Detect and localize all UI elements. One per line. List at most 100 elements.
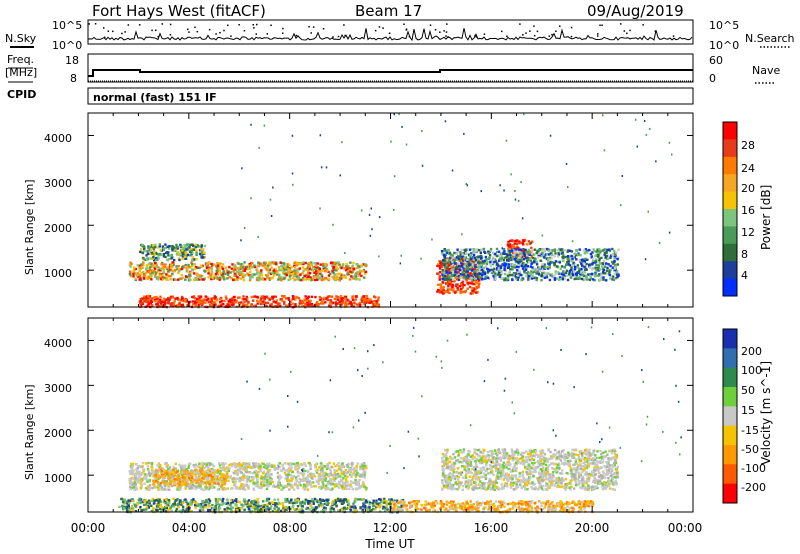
heatmap-cell bbox=[196, 297, 199, 301]
heatmap-cell bbox=[199, 467, 203, 470]
heatmap-cell bbox=[134, 475, 138, 478]
heatmap-cell bbox=[278, 273, 281, 276]
noise-search-dot bbox=[230, 35, 232, 37]
heatmap-cell bbox=[658, 241, 661, 244]
heatmap-cell bbox=[347, 265, 350, 268]
heatmap-cell bbox=[369, 298, 372, 301]
heatmap-cell bbox=[171, 296, 175, 299]
heatmap-cell bbox=[225, 476, 228, 480]
heatmap-cell bbox=[198, 466, 201, 469]
heatmap-cell bbox=[234, 472, 238, 475]
noise-search-dot bbox=[281, 32, 284, 35]
noise-search-dot bbox=[238, 23, 240, 26]
heatmap-cell bbox=[486, 270, 490, 273]
heatmap-cell bbox=[162, 263, 165, 266]
heatmap-cell bbox=[309, 467, 312, 470]
heatmap-cell bbox=[265, 276, 269, 280]
heatmap-cell bbox=[164, 302, 167, 305]
heatmap-cell bbox=[354, 480, 357, 483]
heatmap-cell bbox=[544, 272, 547, 275]
heatmap-cell bbox=[157, 246, 160, 249]
heatmap-cell bbox=[284, 266, 287, 269]
noise-search-dot bbox=[255, 23, 258, 26]
heatmap-cell bbox=[308, 278, 311, 281]
heatmap-cell bbox=[532, 270, 536, 273]
heatmap-cell bbox=[591, 272, 594, 276]
heatmap-cell bbox=[187, 486, 191, 489]
heatmap-cell bbox=[167, 251, 170, 254]
heatmap-cell bbox=[136, 479, 139, 483]
heatmap-cell bbox=[170, 477, 174, 481]
heatmap-cell bbox=[207, 462, 210, 465]
heatmap-cell bbox=[149, 297, 152, 300]
heatmap-cell bbox=[241, 274, 245, 277]
heatmap-cell bbox=[304, 278, 307, 281]
heatmap-cell bbox=[241, 269, 245, 273]
heatmap-cell bbox=[289, 269, 292, 272]
heatmap-cell bbox=[339, 265, 342, 268]
heatmap-cell bbox=[352, 268, 355, 271]
heatmap-cell bbox=[507, 266, 510, 269]
heatmap-cell bbox=[455, 256, 459, 259]
heatmap-cell bbox=[205, 266, 209, 270]
heatmap-cell bbox=[505, 278, 508, 282]
heatmap-cell bbox=[273, 274, 276, 277]
heatmap-cell bbox=[291, 486, 294, 489]
heatmap-cell bbox=[315, 462, 318, 465]
heatmap-cell bbox=[153, 258, 156, 262]
heatmap-cell bbox=[219, 467, 222, 470]
heatmap-cell bbox=[393, 113, 395, 116]
heatmap-cell bbox=[506, 278, 510, 282]
heatmap-cell bbox=[339, 174, 341, 177]
heatmap-cell bbox=[173, 482, 177, 486]
noise-search-dot bbox=[282, 27, 284, 30]
heatmap-cell bbox=[364, 270, 368, 274]
heatmap-cell bbox=[448, 273, 452, 277]
heatmap-cell bbox=[304, 483, 308, 486]
heatmap-cell bbox=[283, 295, 286, 299]
heatmap-cell bbox=[199, 471, 203, 474]
heatmap-cell bbox=[167, 476, 170, 479]
heatmap-cell bbox=[534, 267, 537, 271]
heatmap-cell bbox=[354, 475, 358, 479]
heatmap-cell bbox=[354, 478, 357, 482]
heatmap-cell bbox=[602, 268, 605, 272]
heatmap-cell bbox=[565, 269, 569, 272]
heatmap-cell bbox=[281, 469, 284, 472]
heatmap-cell bbox=[264, 302, 267, 305]
heatmap-cell bbox=[363, 297, 366, 300]
heatmap-cell bbox=[523, 239, 526, 243]
heatmap-cell bbox=[146, 465, 150, 468]
heatmap-cell bbox=[297, 274, 300, 278]
heatmap-cell bbox=[190, 261, 193, 264]
heatmap-cell bbox=[227, 469, 230, 472]
heatmap-cell bbox=[541, 265, 544, 268]
heatmap-cell bbox=[481, 269, 485, 272]
heatmap-cell bbox=[315, 303, 318, 307]
heatmap-cell bbox=[584, 257, 587, 261]
velocity-data-cells bbox=[118, 326, 682, 514]
heatmap-cell bbox=[456, 283, 459, 286]
heatmap-cell bbox=[474, 274, 477, 277]
heatmap-cell bbox=[531, 272, 534, 275]
heatmap-cell bbox=[201, 253, 204, 256]
heatmap-cell bbox=[436, 264, 439, 268]
heatmap-cell bbox=[207, 297, 210, 301]
heatmap-cell bbox=[220, 477, 224, 480]
heatmap-cell bbox=[287, 297, 290, 300]
noise-search-dot bbox=[208, 28, 211, 31]
heatmap-cell bbox=[165, 480, 168, 483]
heatmap-cell bbox=[610, 260, 614, 264]
heatmap-cell bbox=[245, 265, 249, 269]
heatmap-cell bbox=[340, 465, 343, 469]
heatmap-cell bbox=[570, 259, 573, 263]
noise-sky-label: N.Sky bbox=[5, 32, 37, 45]
heatmap-cell bbox=[335, 295, 338, 298]
heatmap-cell bbox=[203, 270, 207, 273]
heatmap-cell bbox=[298, 477, 301, 481]
heatmap-cell bbox=[283, 300, 286, 304]
heatmap-cell bbox=[142, 470, 145, 473]
heatmap-cell bbox=[525, 266, 528, 270]
heatmap-cell bbox=[235, 466, 238, 469]
heatmap-cell bbox=[516, 246, 519, 249]
